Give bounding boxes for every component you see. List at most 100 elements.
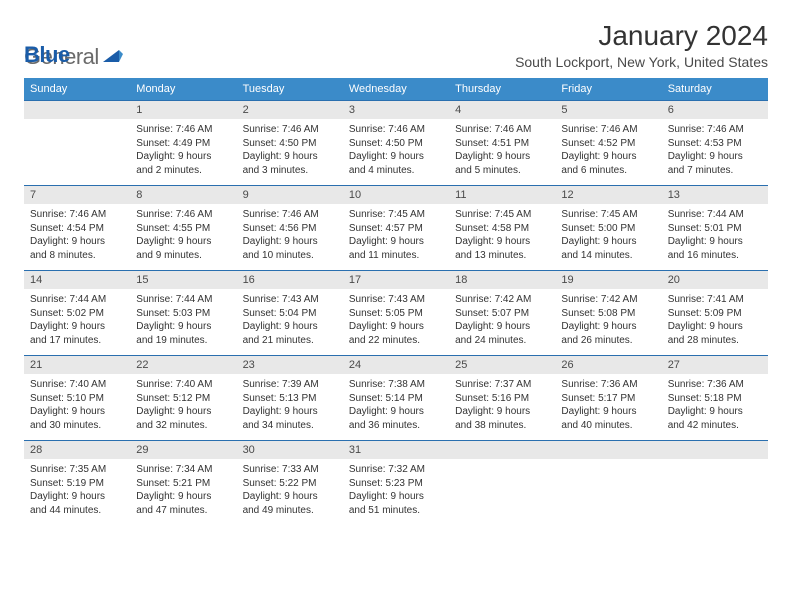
sunset-line: Sunset: 5:17 PM	[561, 392, 655, 406]
day-data-cell: Sunrise: 7:36 AMSunset: 5:17 PMDaylight:…	[555, 374, 661, 441]
day-data-cell: Sunrise: 7:35 AMSunset: 5:19 PMDaylight:…	[24, 459, 130, 525]
day-number-row: 123456	[24, 101, 768, 120]
day-data-cell: Sunrise: 7:43 AMSunset: 5:04 PMDaylight:…	[237, 289, 343, 356]
header: General January 2024 South Lockport, New…	[24, 20, 768, 70]
day-number-cell: 8	[130, 186, 236, 205]
day-header: Monday	[130, 78, 236, 101]
day-number-cell: 2	[237, 101, 343, 120]
sunrise-line: Sunrise: 7:40 AM	[136, 378, 230, 392]
day-data-cell: Sunrise: 7:40 AMSunset: 5:12 PMDaylight:…	[130, 374, 236, 441]
sunset-line: Sunset: 5:22 PM	[243, 477, 337, 491]
day-data-cell: Sunrise: 7:42 AMSunset: 5:08 PMDaylight:…	[555, 289, 661, 356]
day-number-row: 14151617181920	[24, 271, 768, 290]
daylight-line: Daylight: 9 hours and 44 minutes.	[30, 490, 124, 517]
day-number-cell: 27	[662, 356, 768, 375]
sunrise-line: Sunrise: 7:38 AM	[349, 378, 443, 392]
sunset-line: Sunset: 4:56 PM	[243, 222, 337, 236]
day-number-cell: 11	[449, 186, 555, 205]
sunset-line: Sunset: 5:07 PM	[455, 307, 549, 321]
day-number-cell: 9	[237, 186, 343, 205]
sunset-line: Sunset: 5:18 PM	[668, 392, 762, 406]
sunrise-line: Sunrise: 7:46 AM	[30, 208, 124, 222]
sunrise-line: Sunrise: 7:32 AM	[349, 463, 443, 477]
sunrise-line: Sunrise: 7:34 AM	[136, 463, 230, 477]
daylight-line: Daylight: 9 hours and 47 minutes.	[136, 490, 230, 517]
day-number-cell	[662, 441, 768, 460]
day-data-cell: Sunrise: 7:44 AMSunset: 5:03 PMDaylight:…	[130, 289, 236, 356]
day-data-row: Sunrise: 7:44 AMSunset: 5:02 PMDaylight:…	[24, 289, 768, 356]
day-data-cell	[555, 459, 661, 525]
sunrise-line: Sunrise: 7:46 AM	[136, 208, 230, 222]
sunrise-line: Sunrise: 7:44 AM	[30, 293, 124, 307]
sunrise-line: Sunrise: 7:46 AM	[561, 123, 655, 137]
day-data-row: Sunrise: 7:40 AMSunset: 5:10 PMDaylight:…	[24, 374, 768, 441]
day-header: Thursday	[449, 78, 555, 101]
day-data-cell: Sunrise: 7:36 AMSunset: 5:18 PMDaylight:…	[662, 374, 768, 441]
sunset-line: Sunset: 5:08 PM	[561, 307, 655, 321]
day-number-cell: 7	[24, 186, 130, 205]
day-header: Saturday	[662, 78, 768, 101]
daylight-line: Daylight: 9 hours and 8 minutes.	[30, 235, 124, 262]
day-data-cell: Sunrise: 7:45 AMSunset: 5:00 PMDaylight:…	[555, 204, 661, 271]
day-number-cell	[24, 101, 130, 120]
daylight-line: Daylight: 9 hours and 28 minutes.	[668, 320, 762, 347]
daylight-line: Daylight: 9 hours and 5 minutes.	[455, 150, 549, 177]
day-data-cell: Sunrise: 7:42 AMSunset: 5:07 PMDaylight:…	[449, 289, 555, 356]
day-number-cell: 25	[449, 356, 555, 375]
sunrise-line: Sunrise: 7:40 AM	[30, 378, 124, 392]
daylight-line: Daylight: 9 hours and 30 minutes.	[30, 405, 124, 432]
day-data-cell: Sunrise: 7:43 AMSunset: 5:05 PMDaylight:…	[343, 289, 449, 356]
day-data-cell: Sunrise: 7:34 AMSunset: 5:21 PMDaylight:…	[130, 459, 236, 525]
sunset-line: Sunset: 4:49 PM	[136, 137, 230, 151]
day-data-cell: Sunrise: 7:44 AMSunset: 5:01 PMDaylight:…	[662, 204, 768, 271]
daylight-line: Daylight: 9 hours and 4 minutes.	[349, 150, 443, 177]
day-data-cell: Sunrise: 7:46 AMSunset: 4:52 PMDaylight:…	[555, 119, 661, 186]
sunset-line: Sunset: 4:53 PM	[668, 137, 762, 151]
sunrise-line: Sunrise: 7:36 AM	[668, 378, 762, 392]
sunset-line: Sunset: 5:09 PM	[668, 307, 762, 321]
sunrise-line: Sunrise: 7:42 AM	[561, 293, 655, 307]
sunset-line: Sunset: 5:16 PM	[455, 392, 549, 406]
day-number-cell: 17	[343, 271, 449, 290]
day-number-row: 21222324252627	[24, 356, 768, 375]
daylight-line: Daylight: 9 hours and 17 minutes.	[30, 320, 124, 347]
daylight-line: Daylight: 9 hours and 10 minutes.	[243, 235, 337, 262]
sunset-line: Sunset: 5:19 PM	[30, 477, 124, 491]
sunset-line: Sunset: 5:23 PM	[349, 477, 443, 491]
day-number-cell	[449, 441, 555, 460]
sunset-line: Sunset: 4:57 PM	[349, 222, 443, 236]
day-number-cell: 16	[237, 271, 343, 290]
day-number-cell: 31	[343, 441, 449, 460]
day-number-cell: 24	[343, 356, 449, 375]
day-data-row: Sunrise: 7:46 AMSunset: 4:54 PMDaylight:…	[24, 204, 768, 271]
sunrise-line: Sunrise: 7:46 AM	[455, 123, 549, 137]
location: South Lockport, New York, United States	[515, 54, 768, 70]
sunset-line: Sunset: 4:50 PM	[349, 137, 443, 151]
day-number-cell: 1	[130, 101, 236, 120]
day-number-cell: 6	[662, 101, 768, 120]
sunrise-line: Sunrise: 7:45 AM	[455, 208, 549, 222]
sunrise-line: Sunrise: 7:37 AM	[455, 378, 549, 392]
sunset-line: Sunset: 4:58 PM	[455, 222, 549, 236]
sunrise-line: Sunrise: 7:41 AM	[668, 293, 762, 307]
daylight-line: Daylight: 9 hours and 24 minutes.	[455, 320, 549, 347]
daylight-line: Daylight: 9 hours and 49 minutes.	[243, 490, 337, 517]
daylight-line: Daylight: 9 hours and 16 minutes.	[668, 235, 762, 262]
day-data-cell: Sunrise: 7:46 AMSunset: 4:50 PMDaylight:…	[343, 119, 449, 186]
day-number-cell: 5	[555, 101, 661, 120]
day-data-cell: Sunrise: 7:45 AMSunset: 4:58 PMDaylight:…	[449, 204, 555, 271]
day-data-cell: Sunrise: 7:33 AMSunset: 5:22 PMDaylight:…	[237, 459, 343, 525]
daylight-line: Daylight: 9 hours and 38 minutes.	[455, 405, 549, 432]
day-data-cell: Sunrise: 7:41 AMSunset: 5:09 PMDaylight:…	[662, 289, 768, 356]
day-number-cell: 29	[130, 441, 236, 460]
sunset-line: Sunset: 5:10 PM	[30, 392, 124, 406]
sunset-line: Sunset: 5:21 PM	[136, 477, 230, 491]
day-number-cell: 10	[343, 186, 449, 205]
day-number-cell: 21	[24, 356, 130, 375]
day-data-cell	[662, 459, 768, 525]
day-number-row: 78910111213	[24, 186, 768, 205]
calendar-header-row: SundayMondayTuesdayWednesdayThursdayFrid…	[24, 78, 768, 101]
day-data-cell	[449, 459, 555, 525]
day-number-cell: 15	[130, 271, 236, 290]
daylight-line: Daylight: 9 hours and 32 minutes.	[136, 405, 230, 432]
